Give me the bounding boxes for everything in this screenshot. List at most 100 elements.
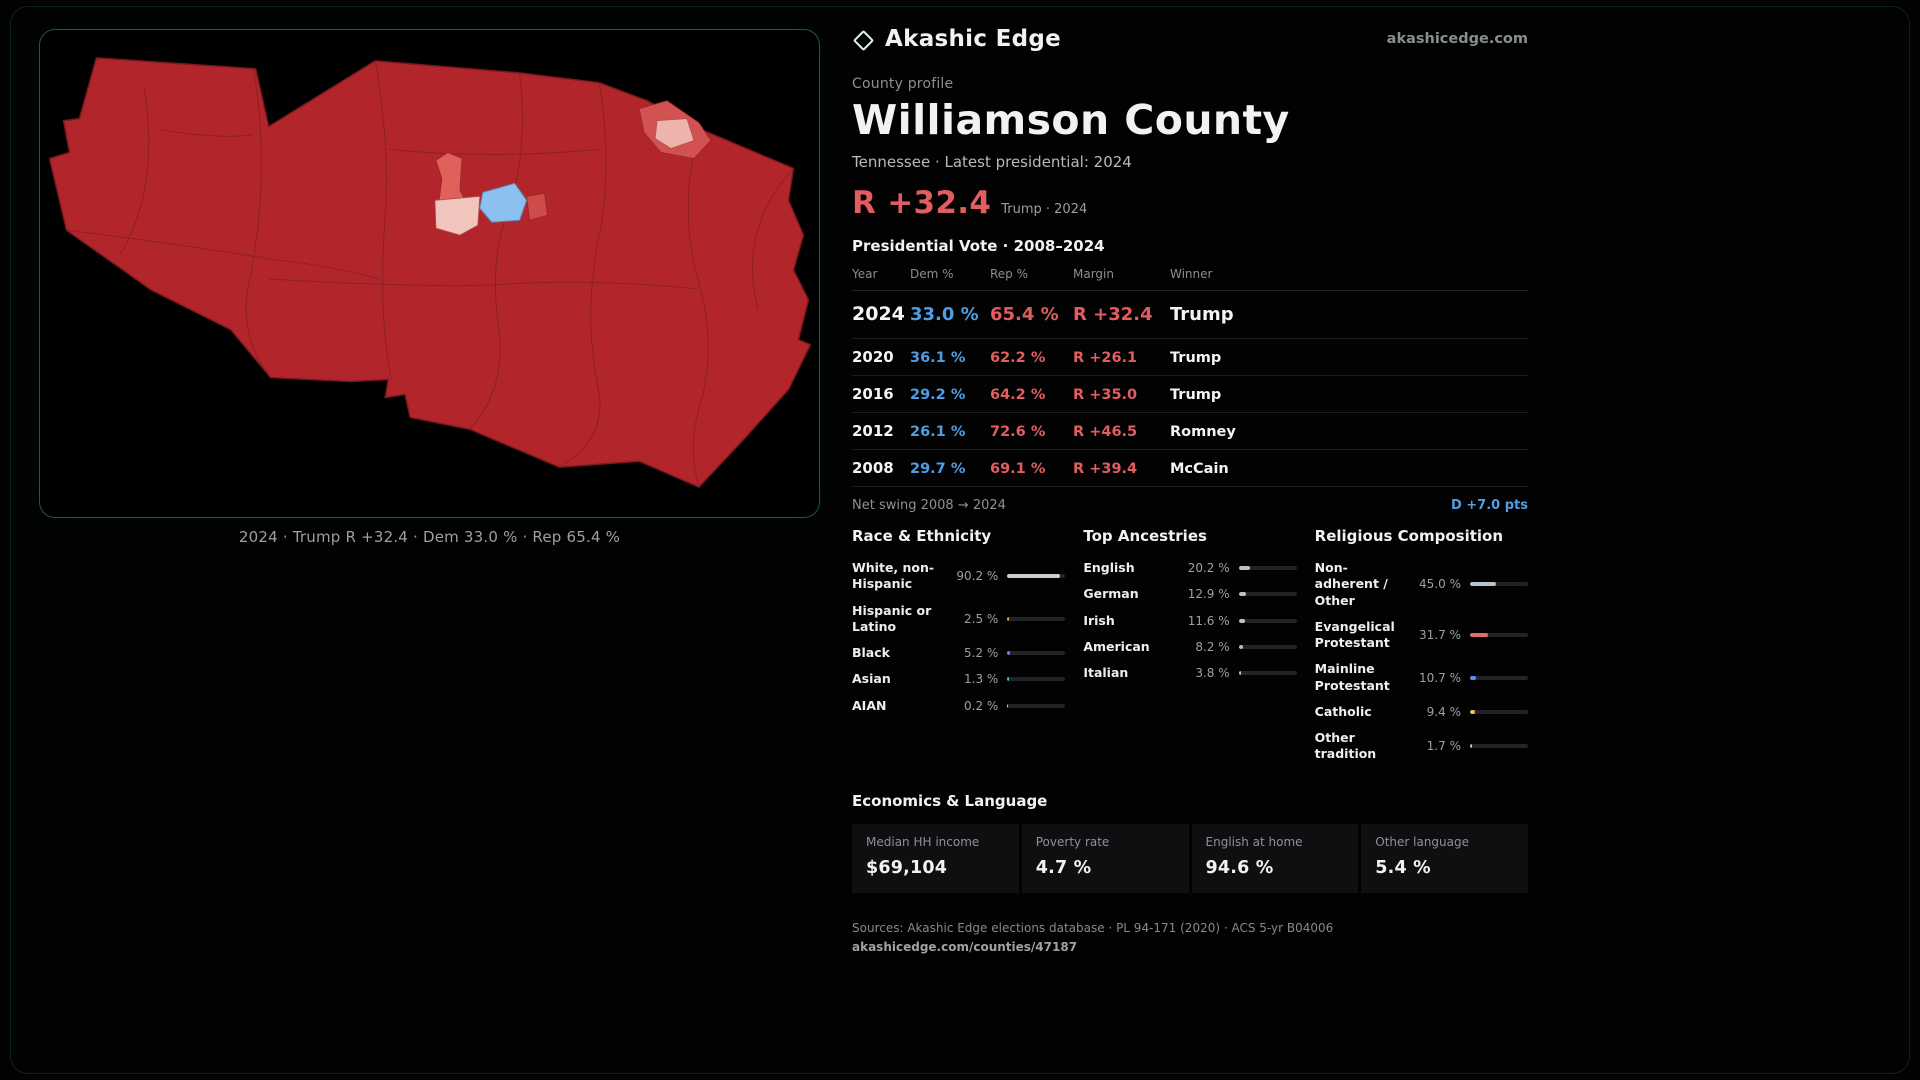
county-map-panel	[39, 29, 820, 518]
religious-composition-section: Religious Composition Non-adherent / Oth…	[1315, 527, 1528, 768]
footer: Sources: Akashic Edge elections database…	[852, 921, 1528, 955]
cell-winner: Trump	[1170, 304, 1234, 326]
demo-bar	[1007, 616, 1066, 621]
demo-bar	[1238, 671, 1297, 676]
cell-dem: 26.1 %	[910, 424, 966, 441]
race-ethnicity-section: Race & Ethnicity White, non-Hispanic 90.2…	[852, 527, 1066, 768]
demo-value: 90.2 %	[956, 569, 999, 584]
stat-english-at-home: English at home 94.6 %	[1191, 823, 1359, 893]
demo-label: AIAN	[852, 697, 887, 713]
demo-bar	[1007, 651, 1066, 656]
demo-bar	[1469, 744, 1528, 749]
demo-value: 31.7 %	[1419, 628, 1461, 643]
demo-bar	[1007, 677, 1066, 682]
demo-row-asian: Asian 1.3 %	[852, 666, 1066, 692]
stat-other-language: Other language 5.4 %	[1361, 823, 1528, 893]
cell-rep: 64.2 %	[990, 387, 1046, 404]
footer-permalink[interactable]: akashicedge.com/counties/47187	[852, 939, 1078, 954]
stat-label: Other language	[1375, 834, 1470, 849]
net-swing-label: Net swing 2008 → 2024	[852, 498, 1006, 514]
vote-row-2016: 2016 29.2 % 64.2 % R +35.0 Trump	[852, 376, 1528, 414]
stat-label: Poverty rate	[1035, 834, 1110, 849]
demo-row-mainline-protestant: Mainline Protestant 10.7 %	[1315, 656, 1528, 699]
cell-year: 2016	[852, 385, 894, 404]
demo-row-white-non-hispanic: White, non-Hispanic 90.2 %	[852, 555, 1066, 598]
footer-sources: Sources: Akashic Edge elections database…	[852, 920, 1334, 935]
demographics-grid: Race & Ethnicity White, non-Hispanic 90.2…	[852, 527, 1528, 768]
stat-value: 4.7 %	[1035, 857, 1092, 878]
vote-table: Year Dem % Rep % Margin Winner 2024 33.0…	[852, 267, 1528, 488]
vote-table-header: Year Dem % Rep % Margin Winner	[852, 267, 1528, 292]
cell-rep: 72.6 %	[990, 424, 1046, 441]
demo-row-evangelical-protestant: Evangelical Protestant 31.7 %	[1315, 614, 1528, 657]
cell-dem: 29.7 %	[910, 461, 966, 478]
demo-bar	[1238, 566, 1297, 571]
demo-label: Hispanic or Latino	[852, 602, 932, 634]
demo-value: 5.2 %	[964, 646, 999, 661]
cell-margin: R +39.4	[1073, 461, 1138, 478]
vote-table-title: Presidential Vote · 2008–2024	[852, 237, 1105, 256]
demo-value: 11.6 %	[1187, 613, 1230, 628]
demo-value: 10.7 %	[1419, 670, 1461, 685]
demo-bar	[1469, 582, 1528, 587]
stat-label: Median HH income	[866, 834, 980, 849]
vote-row-2024: 2024 33.0 % 65.4 % R +32.4 Trump	[852, 291, 1528, 340]
demo-label: Non-adherent / Other	[1314, 560, 1388, 608]
precinct-medium-red	[526, 192, 548, 221]
kicker-county-profile: County profile	[852, 76, 954, 92]
profile-panel: Akashic Edge akashicedge.com County prof…	[852, 26, 1528, 955]
precinct-pale-pink	[434, 195, 481, 236]
demo-label: Asian	[852, 671, 891, 687]
demo-row-italian: Italian 3.8 %	[1083, 660, 1297, 686]
cell-margin: R +46.5	[1073, 424, 1138, 441]
precinct-blue	[479, 182, 528, 223]
net-swing-row: Net swing 2008 → 2024 D +7.0 pts	[852, 487, 1528, 513]
demo-label: Other tradition	[1314, 730, 1377, 762]
precinct-topright-pink	[654, 118, 695, 149]
page-subtitle: Tennessee · Latest presidential: 2024	[852, 153, 1132, 172]
economics-title: Economics & Language	[852, 791, 1048, 810]
religious-composition-title: Religious Composition	[1314, 527, 1504, 546]
demo-label: Catholic	[1314, 703, 1372, 719]
demo-bar	[1469, 709, 1528, 714]
cell-winner: Trump	[1170, 350, 1222, 367]
demo-bar	[1238, 592, 1297, 597]
demo-value: 12.9 %	[1187, 587, 1230, 602]
demo-row-german: German 12.9 %	[1083, 581, 1297, 607]
demo-label: Irish	[1083, 612, 1115, 628]
demo-label: Evangelical Protestant	[1314, 618, 1395, 651]
demo-row-american: American 8.2 %	[1083, 634, 1297, 660]
demo-label: American	[1083, 638, 1150, 654]
demo-value: 8.2 %	[1195, 639, 1230, 654]
cell-margin: R +26.1	[1073, 350, 1138, 367]
demo-bar	[1007, 574, 1066, 579]
vote-row-2020: 2020 36.1 % 62.2 % R +26.1 Trump	[852, 339, 1528, 377]
cell-dem: 29.2 %	[910, 387, 966, 404]
col-margin: Margin	[1073, 267, 1114, 282]
precinct-boundaries	[66, 60, 794, 488]
brand-domain-link[interactable]: akashicedge.com	[1386, 31, 1528, 47]
demo-value: 2.5 %	[964, 611, 999, 626]
col-winner: Winner	[1170, 267, 1213, 282]
col-rep: Rep %	[990, 267, 1029, 282]
brand-header: Akashic Edge akashicedge.com	[852, 26, 1528, 52]
demo-bar	[1469, 675, 1528, 680]
cell-year: 2012	[852, 422, 894, 441]
cell-dem: 36.1 %	[910, 350, 966, 367]
col-year: Year	[852, 267, 878, 282]
cell-margin: R +35.0	[1073, 387, 1138, 404]
demo-bar	[1238, 618, 1297, 623]
demo-row-catholic: Catholic 9.4 %	[1315, 699, 1528, 725]
demo-row-black: Black 5.2 %	[852, 640, 1066, 666]
stat-value: $69,104	[866, 857, 948, 878]
stat-value: 5.4 %	[1375, 857, 1431, 878]
cell-margin: R +32.4	[1073, 304, 1153, 326]
headline-margin: R +32.4 Trump · 2024	[852, 185, 1528, 221]
demo-value: 1.3 %	[964, 672, 999, 687]
demo-value: 20.2 %	[1187, 561, 1230, 576]
demo-label: Mainline Protestant	[1314, 661, 1390, 693]
vote-row-2008: 2008 29.7 % 69.1 % R +39.4 McCain	[852, 450, 1528, 488]
cell-dem: 33.0 %	[910, 304, 979, 326]
cell-winner: Romney	[1170, 424, 1236, 441]
demo-value: 1.7 %	[1426, 739, 1461, 754]
